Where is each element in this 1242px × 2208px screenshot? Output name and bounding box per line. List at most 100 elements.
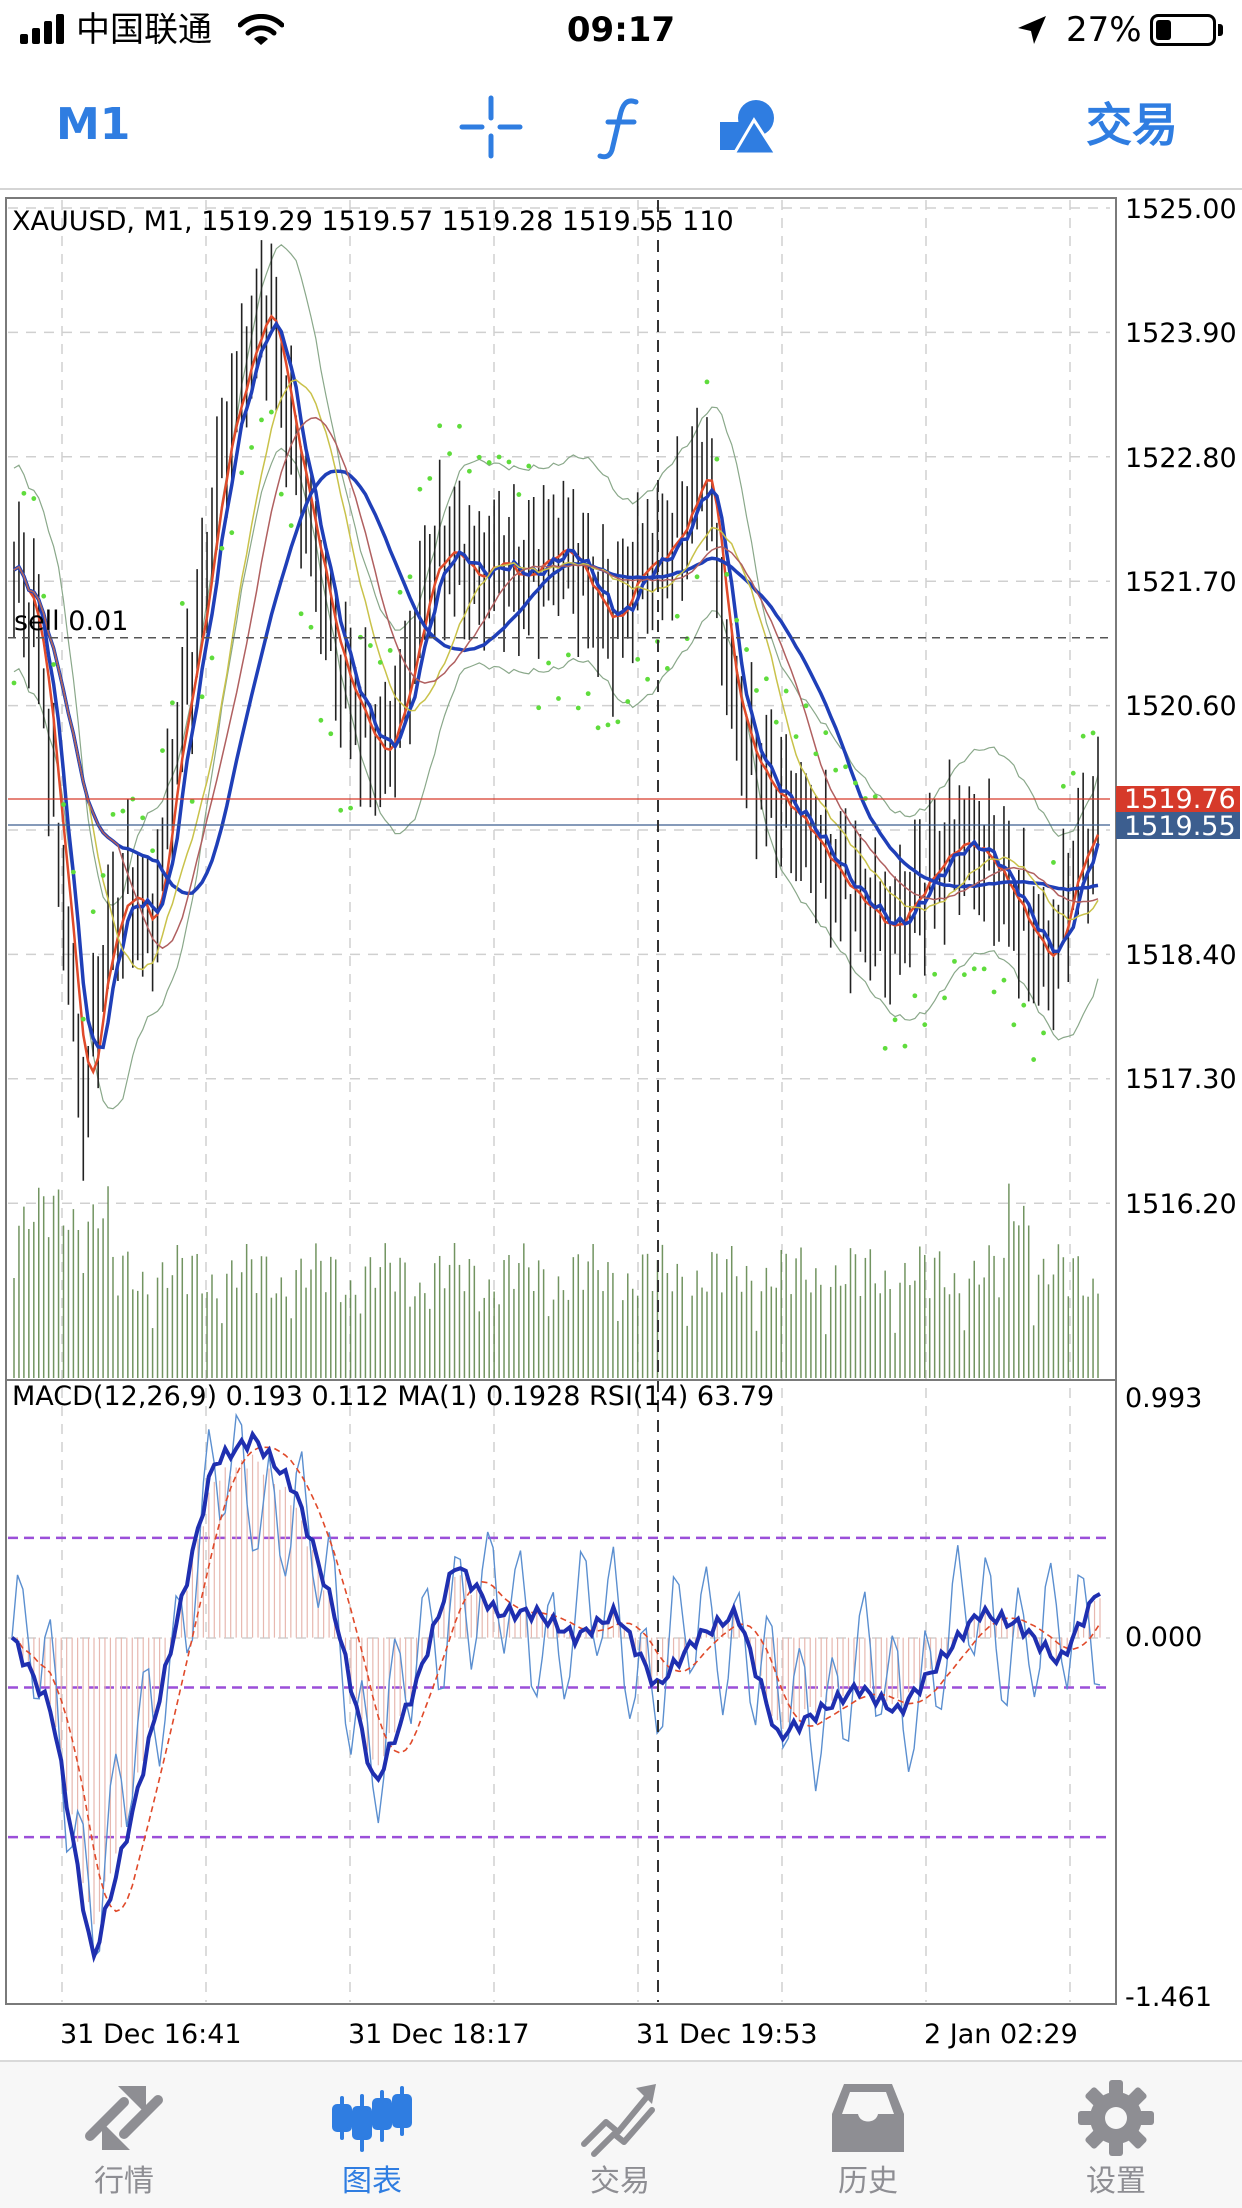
macd-indicator — [8, 1412, 1110, 1964]
sar-dot — [298, 611, 304, 617]
chart-canvas[interactable]: XAUUSD, M1, 1519.29 1519.57 1519.28 1519… — [0, 190, 1242, 2060]
objects-icon[interactable] — [716, 94, 782, 160]
macd-signal-line — [11, 1446, 1101, 1913]
sar-dot — [457, 423, 462, 429]
sar-dot — [783, 688, 789, 694]
sar-dot — [664, 665, 670, 671]
price-tick: 1518.40 — [1125, 940, 1237, 971]
price-candles — [13, 240, 1099, 1181]
sar-dot — [892, 1017, 898, 1023]
sar-dot — [843, 764, 848, 770]
indicator-tick: 0.000 — [1125, 1622, 1202, 1653]
sar-dot — [209, 655, 215, 661]
history-icon — [832, 2084, 904, 2152]
function-icon[interactable] — [590, 94, 656, 160]
sar-dot — [328, 731, 334, 737]
sar-dot — [1090, 730, 1096, 736]
tab-history[interactable]: 历史 — [744, 2062, 992, 2208]
sar-dot — [556, 696, 561, 701]
price-tick: 1516.20 — [1125, 1189, 1237, 1220]
trade-button[interactable]: 交易 — [1086, 98, 1178, 152]
sar-dot — [625, 699, 631, 704]
sar-dot — [714, 456, 720, 462]
sar-dot — [140, 815, 146, 821]
sar-dot — [981, 966, 987, 972]
sar-dot — [912, 993, 918, 999]
sar-dot — [684, 636, 690, 642]
sar-dot — [229, 530, 235, 536]
sar-dot — [1051, 860, 1056, 865]
sar-dot — [1080, 733, 1086, 739]
sar-dot — [991, 989, 997, 995]
sar-dot — [565, 652, 571, 658]
order-line-label: sell 0.01 — [14, 606, 128, 637]
sar-dot — [249, 445, 254, 450]
sar-dot — [961, 972, 967, 978]
tab-label: 行情 — [94, 2164, 154, 2199]
sar-dot — [110, 811, 116, 817]
chart-icon — [332, 2086, 412, 2152]
battery-icon — [1150, 14, 1216, 46]
chart-grid — [8, 200, 1110, 2002]
sar-dot — [526, 463, 532, 469]
sar-dot — [407, 574, 413, 580]
bollinger-lower — [13, 447, 1099, 1110]
moving-averages — [13, 314, 1100, 1075]
price-chart[interactable]: XAUUSD, M1, 1519.29 1519.57 1519.28 1519… — [0, 190, 1242, 2060]
ma-yellow-line — [13, 379, 1099, 971]
sar-dot — [734, 617, 740, 623]
sar-dot — [120, 808, 126, 814]
price-tick: 1525.00 — [1125, 194, 1237, 225]
chart-frame — [5, 197, 1117, 2005]
tab-label: 图表 — [342, 2164, 402, 2199]
tab-chart[interactable]: 图表 — [248, 2062, 496, 2208]
ask-price-tag — [1116, 786, 1240, 812]
sar-dot — [763, 676, 769, 682]
price-tick: 1521.70 — [1125, 567, 1237, 598]
sar-dot — [1001, 977, 1007, 983]
ma-medium-line — [13, 320, 1100, 1050]
sar-dot — [724, 571, 730, 577]
sar-dot — [239, 470, 245, 476]
tab-quotes[interactable]: 行情 — [0, 2062, 248, 2208]
tab-settings[interactable]: 设置 — [992, 2062, 1240, 2208]
sar-dot — [506, 459, 512, 465]
sar-dot — [575, 705, 581, 711]
indicator-tick: -1.461 — [1125, 1982, 1212, 2013]
sar-dot — [1070, 770, 1076, 776]
sar-dot — [466, 468, 472, 474]
sar-dot — [773, 719, 779, 725]
parabolic-sar — [11, 379, 1096, 1062]
rsi-line — [11, 1412, 1101, 1959]
time-tick: 31 Dec 19:53 — [636, 2019, 818, 2050]
tab-trade[interactable]: 交易 — [496, 2062, 744, 2208]
time-tick: 2 Jan 02:29 — [924, 2019, 1078, 2050]
sar-dot — [259, 417, 264, 423]
crosshair-icon[interactable] — [458, 94, 524, 160]
sar-dot — [80, 1016, 86, 1022]
battery-percent: 27% — [1066, 10, 1142, 50]
sar-dot — [853, 780, 858, 786]
sar-dot — [219, 545, 225, 551]
sar-dot — [546, 660, 551, 666]
trade-icon — [581, 2084, 656, 2157]
sar-dot — [615, 719, 621, 725]
sar-dot — [61, 802, 66, 807]
price-tick: 1522.80 — [1125, 443, 1237, 474]
sar-dot — [288, 523, 294, 529]
sar-dot — [674, 613, 680, 619]
sar-dot — [318, 717, 324, 723]
sar-dot — [754, 688, 759, 693]
sar-dot — [150, 848, 155, 854]
carrier-name: 中国联通 — [76, 10, 212, 50]
sar-dot — [397, 589, 403, 595]
sar-dot — [179, 601, 185, 606]
chart-toolbar: M1 交易 — [0, 62, 1242, 190]
sar-dot — [11, 680, 17, 686]
signal-icon — [20, 14, 68, 44]
tab-label: 历史 — [838, 2164, 898, 2199]
sar-dot — [31, 496, 37, 501]
timeframe-button[interactable]: M1 — [56, 99, 131, 150]
sar-dot — [793, 734, 799, 740]
sar-dot — [694, 574, 700, 580]
